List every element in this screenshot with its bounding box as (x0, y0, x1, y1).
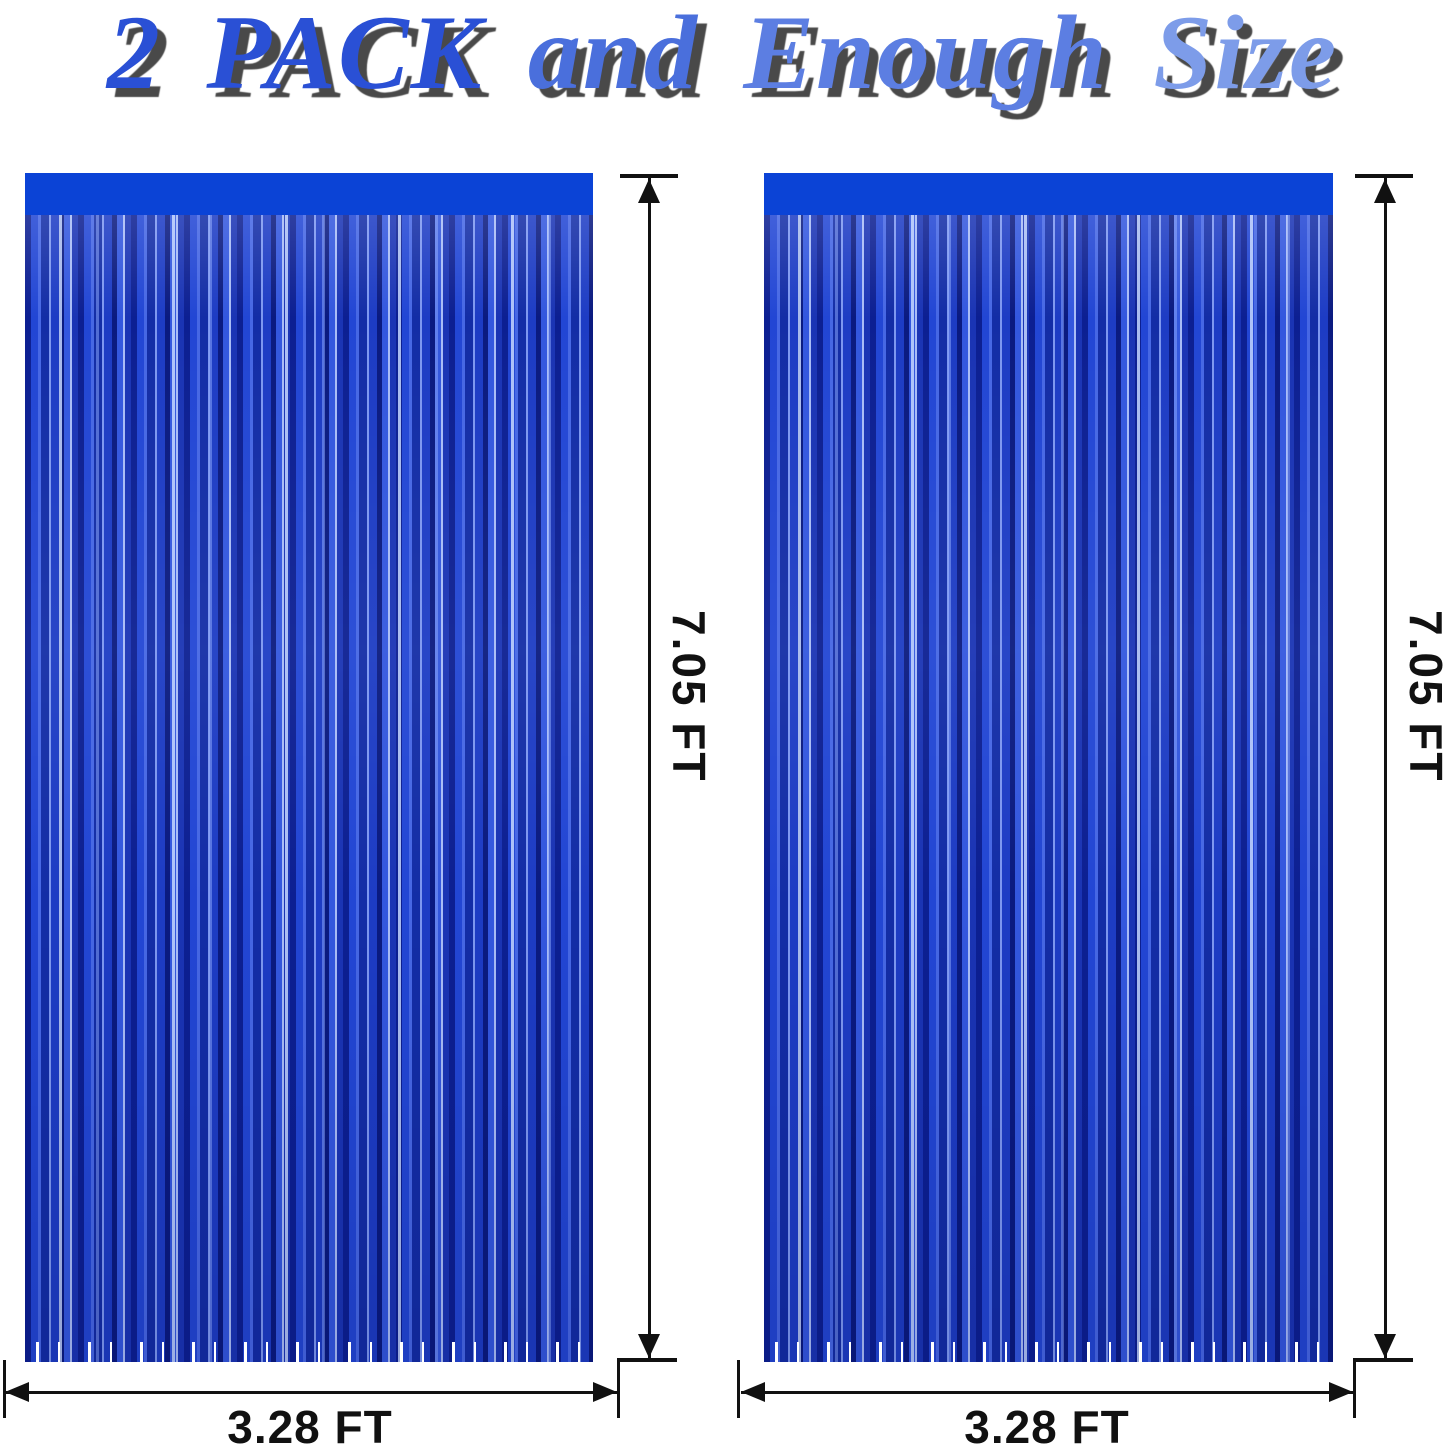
height-label: 7.05 FT (1400, 610, 1445, 783)
arrow-up-icon (638, 179, 660, 203)
height-dimension-top-cap (620, 174, 678, 178)
title-word-and: and (527, 0, 699, 111)
height-dimension-line (1384, 178, 1387, 1360)
curtain-header-bar (25, 173, 593, 215)
arrow-down-icon (638, 1334, 660, 1358)
extension-line (617, 1358, 620, 1418)
foil-curtain-right (764, 173, 1333, 1362)
arrow-right-icon (593, 1382, 617, 1402)
extension-line (737, 1360, 740, 1418)
extension-line (3, 1360, 6, 1418)
page-title: 2 PACK and Enough Size (0, 0, 1445, 114)
foil-curtain-left (25, 173, 593, 1362)
height-dimension-top-cap (1355, 174, 1413, 178)
curtain-header-bar (764, 173, 1333, 215)
arrow-left-icon (741, 1382, 765, 1402)
arrow-down-icon (1374, 1334, 1396, 1358)
title-word-size: Size (1153, 0, 1339, 111)
extension-line (1353, 1358, 1356, 1418)
width-dimension-line (5, 1391, 617, 1394)
height-dimension-line (648, 178, 651, 1360)
height-label: 7.05 FT (663, 610, 715, 783)
width-label: 3.28 FT (227, 1401, 393, 1446)
curtain-fringe (764, 215, 1333, 1362)
title-word-pack: 2 PACK (106, 0, 484, 111)
arrow-up-icon (1374, 179, 1396, 203)
height-dimension-bottom-cap (1353, 1358, 1413, 1362)
width-label: 3.28 FT (964, 1401, 1130, 1446)
height-dimension-bottom-cap (617, 1358, 677, 1362)
width-dimension-line (741, 1391, 1353, 1394)
arrow-right-icon (1329, 1382, 1353, 1402)
arrow-left-icon (5, 1382, 29, 1402)
curtain-fringe (25, 215, 593, 1362)
title-word-enough: Enough (743, 0, 1109, 111)
